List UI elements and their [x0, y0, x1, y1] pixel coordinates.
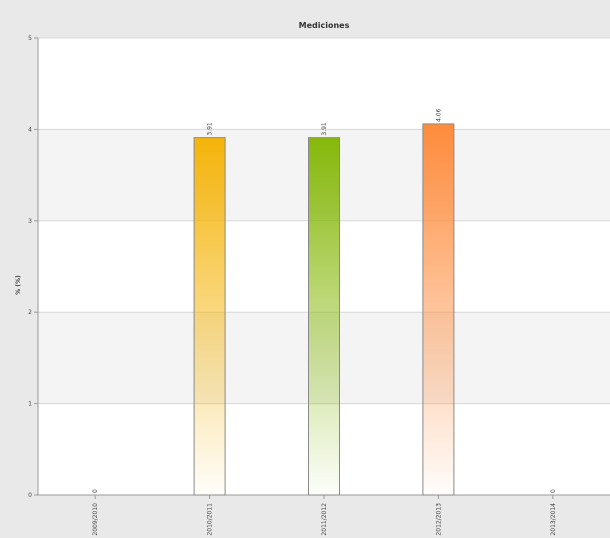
- y-tick-label: 4: [28, 126, 32, 133]
- x-tick-label: 2013/2014: [550, 503, 557, 536]
- x-tick-label: 2010/2011: [207, 503, 214, 536]
- data-label: 4.06: [435, 108, 442, 122]
- data-label: 0: [550, 489, 557, 493]
- x-tick-label: 2011/2012: [321, 503, 328, 536]
- y-tick-label: 2: [28, 309, 32, 316]
- y-axis-label: % (%): [15, 275, 22, 295]
- y-tick-label: 3: [28, 218, 32, 225]
- y-tick-label: 1: [28, 401, 32, 408]
- y-tick-label: 5: [28, 35, 32, 42]
- x-tick-label: 2012/2013: [435, 503, 442, 536]
- y-tick-label: 0: [28, 492, 32, 499]
- bar-2012-2013: [422, 123, 455, 496]
- chart-title: Mediciones: [299, 21, 350, 30]
- bar-2011-2012: [308, 137, 340, 496]
- data-label: 3.91: [321, 122, 328, 136]
- x-tick-label: 2009/2010: [92, 503, 99, 536]
- data-label: 0: [92, 489, 99, 493]
- data-label: 3.91: [207, 122, 214, 136]
- bar-2010-2011: [193, 137, 226, 496]
